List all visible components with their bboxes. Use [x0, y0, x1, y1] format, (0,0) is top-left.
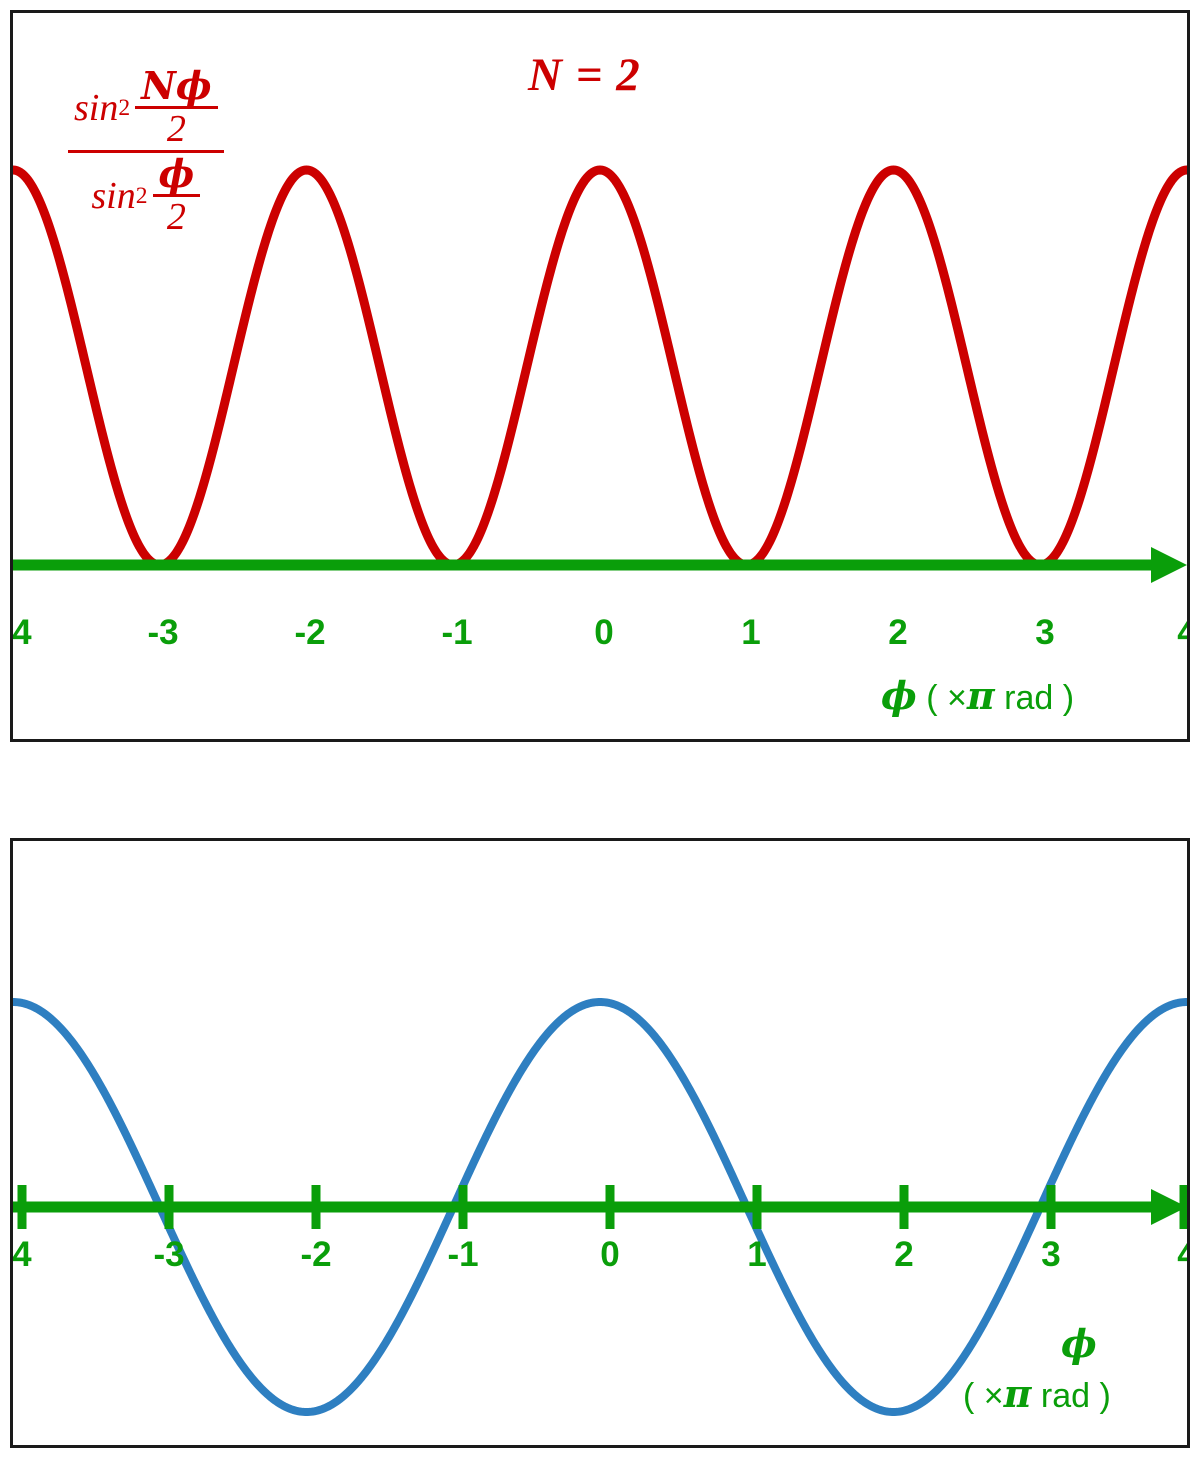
tick-label-bottom-7: 3	[1041, 1235, 1061, 1274]
caption-times-sign-bottom: ×	[983, 1377, 1004, 1415]
denominator-arg-top: ϕ	[158, 151, 195, 196]
tick-label-bottom-2: -2	[300, 1235, 332, 1274]
plot-panel-bottom: sin Nϕ 2 sin ϕ	[10, 838, 1190, 1448]
x-axis-arrowhead-bottom	[1151, 1189, 1187, 1225]
formula-sin-squared-ratio: sin 2 Nϕ 2 sin 2 ϕ	[68, 65, 224, 238]
tick-label-bottom-6: 2	[894, 1235, 914, 1274]
tick-label-bottom-8: 4	[1152, 1235, 1187, 1275]
tick-label-bottom-4: 0	[600, 1235, 620, 1274]
denominator-sin-label: sin	[91, 174, 136, 217]
tick-label-top-0: -4	[12, 613, 32, 652]
tick-label-top-3: -1	[441, 613, 473, 652]
panel-title-top: N = 2	[528, 49, 641, 101]
fraction-main-bar	[68, 150, 224, 153]
caption-paren-close: )	[1062, 679, 1075, 717]
plot-panel-top: sin 2 Nϕ 2 sin 2 ϕ	[10, 10, 1190, 742]
numerator-argument-fraction: Nϕ 2	[135, 66, 218, 149]
plot-svg-bottom	[13, 998, 1187, 1416]
caption-pi-symbol: π	[966, 673, 995, 718]
numerator-sin-label: sin	[74, 86, 119, 129]
numerator-arg-bar	[135, 106, 218, 109]
caption-phi-symbol: ϕ	[881, 673, 917, 718]
caption-phi-symbol-bottom: ϕ	[1061, 1321, 1097, 1366]
fraction-numerator: sin 2 Nϕ 2	[68, 65, 224, 150]
tick-label-top-4: 0	[594, 613, 614, 652]
tick-label-top-2: -2	[294, 613, 326, 652]
fraction-denominator: sin 2 ϕ 2	[85, 153, 206, 238]
tick-label-bottom-5: 1	[747, 1235, 767, 1274]
x-axis-caption-bottom-unit: ( ×π rad )	[963, 1371, 1111, 1416]
caption-pi-symbol-bottom: π	[1003, 1371, 1032, 1416]
numerator-arg-top: Nϕ	[141, 63, 212, 108]
caption-paren-open-bottom: (	[963, 1377, 975, 1415]
x-axis-arrowhead	[1151, 547, 1187, 583]
curve-sin-ratio-accurate	[13, 998, 1187, 1416]
caption-paren-open: (	[926, 679, 938, 717]
tick-label-top-8: 4	[1152, 613, 1187, 653]
numerator-arg-bottom: 2	[166, 108, 186, 150]
tick-label-bottom-0: -4	[12, 1235, 32, 1274]
fraction-outer: sin 2 Nϕ 2 sin 2 ϕ	[68, 65, 224, 238]
denominator-arg-bar	[152, 194, 201, 197]
caption-rad-text-bottom: rad	[1040, 1377, 1091, 1415]
x-axis-caption-top: ϕ ( ×π rad )	[881, 673, 1074, 718]
plot-svg-top	[13, 165, 1187, 583]
x-axis-tick-marks	[17, 1185, 1187, 1229]
curve-sin2-ratio	[13, 165, 1187, 570]
tick-label-top-6: 2	[888, 613, 908, 652]
caption-rad-text: rad	[1004, 679, 1054, 717]
caption-paren-close-bottom: )	[1099, 1377, 1111, 1415]
tick-label-bottom-3: -1	[447, 1235, 479, 1274]
denominator-arg-bottom: 2	[166, 196, 186, 238]
tick-label-top-7: 3	[1035, 613, 1055, 652]
caption-times-sign: ×	[947, 679, 967, 717]
x-axis-caption-bottom-symbol: ϕ	[1061, 1321, 1097, 1366]
tick-label-top-1: -3	[147, 613, 179, 652]
denominator-argument-fraction: ϕ 2	[152, 151, 201, 238]
tick-label-top-5: 1	[741, 613, 761, 652]
tick-label-bottom-1: -3	[153, 1235, 185, 1274]
